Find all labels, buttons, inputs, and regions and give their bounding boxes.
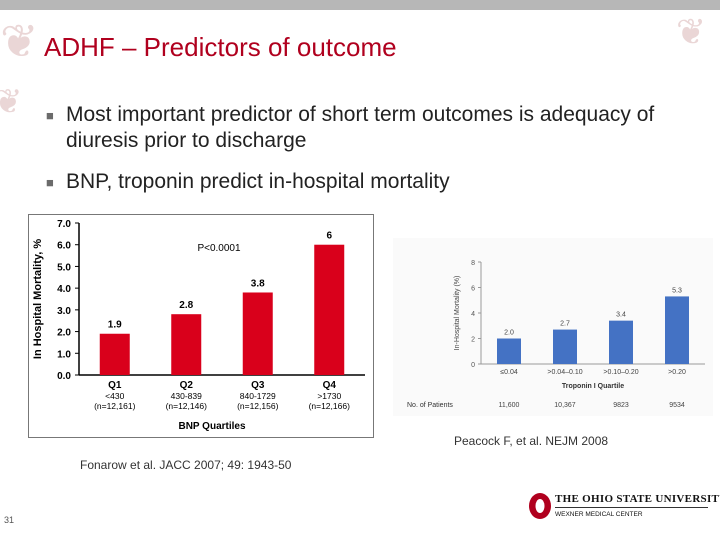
x-tick-label: ≤0.04 [500,369,518,376]
p-value-annotation: P<0.0001 [197,243,241,254]
troponin-chart-svg: 0 2 4 6 8 In-Hospital Mortality (%) 2.0 ≤0.04 11… [407,260,705,409]
top-bar [0,0,720,10]
leaf-decoration-icon: ❦ [0,82,23,122]
bullet-text: Most important predictor of short term o… [66,103,655,152]
bullet-item: ■ Most important predictor of short term… [46,102,686,154]
bar-value-label: 3.8 [251,278,265,289]
bar [665,296,689,364]
x-tick-count: (n=12,156) [237,401,279,411]
leaf-decoration-icon: ❦ [0,14,39,68]
y-tick-label: 8 [471,260,475,267]
y-tick-label: 5.0 [57,262,71,273]
bar-value-label: 1.9 [108,320,122,331]
x-axis-title: Troponin I Quartile [562,383,624,390]
troponin-chart: 0 2 4 6 8 In-Hospital Mortality (%) 2.0 ≤0.04 11… [393,238,713,416]
y-tick-label: 2 [471,337,475,344]
y-tick-label: 6 [471,286,475,293]
y-tick-label: 7.0 [57,219,71,230]
patients-count: 9823 [613,402,629,409]
bar [242,292,273,375]
x-tick-label: >0.20 [668,369,686,376]
y-axis-title: In Hospital Mortality, % [32,239,44,359]
bullet-marker-icon: ■ [46,175,54,190]
slide-title: ADHF – Predictors of outcome [44,32,397,62]
citation-left: Fonarow et al. JACC 2007; 49: 1943-50 [80,458,292,472]
x-tick-count: (n=12,146) [166,401,208,411]
x-tick-range: <430 [105,391,124,401]
y-tick-label: 6.0 [57,241,71,252]
bar [171,314,202,375]
x-tick-label: >0.04–0.10 [547,369,582,376]
slide-number: 31 [4,515,15,525]
bar [99,333,130,375]
logo-subtitle: WEXNER MEDICAL CENTER [555,511,643,518]
x-tick-label: >0.10–0.20 [603,369,638,376]
y-tick-label: 4 [471,311,475,318]
x-tick-range: 430-839 [171,391,202,401]
x-tick-label: Q2 [180,380,194,391]
y-axis-title: In-Hospital Mortality (%) [454,276,461,351]
logo-divider [555,507,708,508]
bullet-list: ■ Most important predictor of short term… [46,102,686,210]
x-tick-label: Q3 [251,380,265,391]
x-tick-label: Q1 [108,380,122,391]
x-tick-range: 840-1729 [240,391,276,401]
bullet-text: BNP, troponin predict in-hospital mortal… [66,170,450,193]
y-tick-label: 1.0 [57,349,71,360]
x-axis-title: BNP Quartiles [178,421,245,432]
bar [314,244,345,375]
y-tick-label: 3.0 [57,306,71,317]
leaf-decoration-icon: ❦ [676,12,707,53]
x-tick-range: >1730 [317,391,341,401]
patients-label: No. of Patients [407,402,453,409]
bnp-chart-svg: 0.0 1.0 2.0 3.0 4.0 5.0 6.0 7.0 In Hospital Mort… [32,219,365,432]
y-tick-label: 0.0 [57,371,71,382]
bar-value-label: 3.4 [616,312,626,319]
patients-count: 10,367 [554,402,576,409]
logo-name: THE OHIO STATE UNIVERSITY [555,493,720,505]
bar-value-label: 2.7 [560,321,570,328]
university-logo: THE OHIO STATE UNIVERSITY WEXNER MEDICAL… [528,492,720,524]
bar [609,320,633,364]
bnp-chart: 0.0 1.0 2.0 3.0 4.0 5.0 6.0 7.0 In Hospital Mort… [28,214,374,438]
bar-value-label: 2.0 [504,330,514,337]
y-tick-label: 4.0 [57,284,71,295]
citation-right: Peacock F, et al. NEJM 2008 [454,434,609,448]
bar [553,329,577,364]
patients-count: 11,600 [499,402,520,409]
bar [497,338,521,364]
x-tick-count: (n=12,166) [309,401,351,411]
bar-value-label: 5.3 [672,287,682,294]
bar-value-label: 2.8 [179,300,193,311]
patients-count: 9534 [669,402,685,409]
bar-value-label: 6 [326,231,332,242]
block-o-icon [529,493,551,519]
bullet-marker-icon: ■ [46,108,54,123]
x-tick-count: (n=12,161) [94,401,136,411]
x-tick-label: Q4 [323,380,337,391]
y-tick-label: 2.0 [57,328,71,339]
y-tick-label: 0 [471,362,475,369]
bullet-item: ■ BNP, troponin predict in-hospital mort… [46,169,686,195]
